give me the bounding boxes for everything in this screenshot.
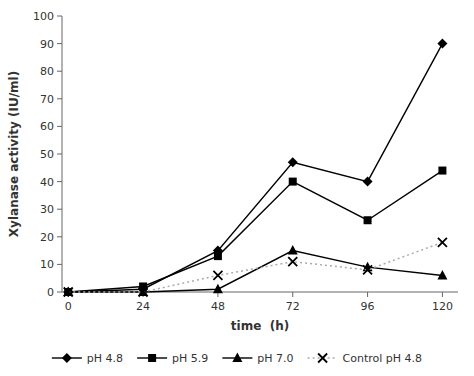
y-tick [57, 209, 62, 210]
legend-item: pH 5.9 [137, 352, 208, 365]
legend: pH 4.8 pH 5.9 pH 7.0 Control pH 4.8 [52, 352, 422, 365]
y-tick [57, 181, 62, 182]
data-point [437, 270, 447, 280]
legend-item: pH 7.0 [222, 352, 293, 365]
chart: 0 24 48 72 96 120 0 10 20 30 40 50 60 70 80 90 100 time (… [0, 0, 474, 376]
y-tick [57, 16, 62, 17]
x-tick [292, 292, 293, 297]
data-point [437, 39, 447, 49]
series [64, 167, 446, 296]
y-tick-label: 20 [40, 231, 54, 244]
plot-area [63, 39, 447, 297]
data-point [363, 177, 373, 187]
legend-label: pH 7.0 [257, 352, 293, 365]
data-point [288, 245, 298, 255]
x-tick-label: 120 [432, 300, 453, 313]
y-tick-label: 10 [40, 258, 54, 271]
y-tick-label: 90 [40, 38, 54, 51]
y-tick [57, 43, 62, 44]
y-tick [57, 154, 62, 155]
x-tick-label: 0 [65, 300, 72, 313]
data-point [364, 216, 372, 224]
series-line [68, 242, 442, 292]
y-tick-label: 80 [40, 65, 54, 78]
y-tick-label: 50 [40, 148, 54, 161]
data-point [288, 157, 298, 167]
axes: 0 24 48 72 96 120 0 10 20 30 40 50 60 70 80 90 100 [33, 10, 458, 313]
legend-marker [148, 354, 156, 362]
legend-label: Control pH 4.8 [343, 352, 423, 365]
x-tick-label: 96 [361, 300, 375, 313]
data-point [213, 284, 223, 294]
legend-label: pH 4.8 [87, 352, 123, 365]
data-point [289, 178, 297, 186]
series [63, 39, 447, 297]
data-point [438, 167, 446, 175]
legend-item: pH 4.8 [52, 352, 123, 365]
data-point [213, 271, 222, 280]
x-tick-label: 72 [286, 300, 300, 313]
data-point [288, 257, 297, 266]
legend-marker [318, 354, 327, 363]
x-tick-label: 24 [136, 300, 150, 313]
y-tick-label: 0 [47, 286, 54, 299]
data-point [63, 287, 73, 297]
legend-label: pH 5.9 [172, 352, 208, 365]
data-point [438, 238, 447, 247]
series-line [68, 251, 442, 292]
y-tick-label: 70 [40, 93, 54, 106]
y-tick [57, 71, 62, 72]
series [64, 238, 447, 297]
y-tick-label: 30 [40, 203, 54, 216]
series-line [68, 44, 442, 292]
data-point [64, 288, 73, 297]
series-line [68, 171, 442, 292]
y-tick [57, 126, 62, 127]
legend-marker [62, 353, 72, 363]
y-tick-label: 40 [40, 176, 54, 189]
legend-marker [232, 353, 242, 363]
y-tick [57, 264, 62, 265]
x-tick [442, 292, 443, 297]
y-tick-label: 60 [40, 120, 54, 133]
x-tick [367, 292, 368, 297]
x-axis-label: time (h) [231, 319, 289, 333]
legend-item: Control pH 4.8 [308, 352, 423, 365]
x-tick-label: 48 [211, 300, 225, 313]
series [63, 245, 447, 296]
y-tick [57, 236, 62, 237]
y-axis-label: Xylanase activity (IU/ml) [7, 71, 21, 237]
data-point [214, 252, 222, 260]
data-point [363, 265, 372, 274]
y-tick [57, 292, 62, 293]
y-tick-label: 100 [33, 10, 54, 23]
data-point [139, 288, 148, 297]
y-tick [57, 98, 62, 99]
chart-container: 0 24 48 72 96 120 0 10 20 30 40 50 60 70 80 90 100 time (… [0, 0, 474, 376]
